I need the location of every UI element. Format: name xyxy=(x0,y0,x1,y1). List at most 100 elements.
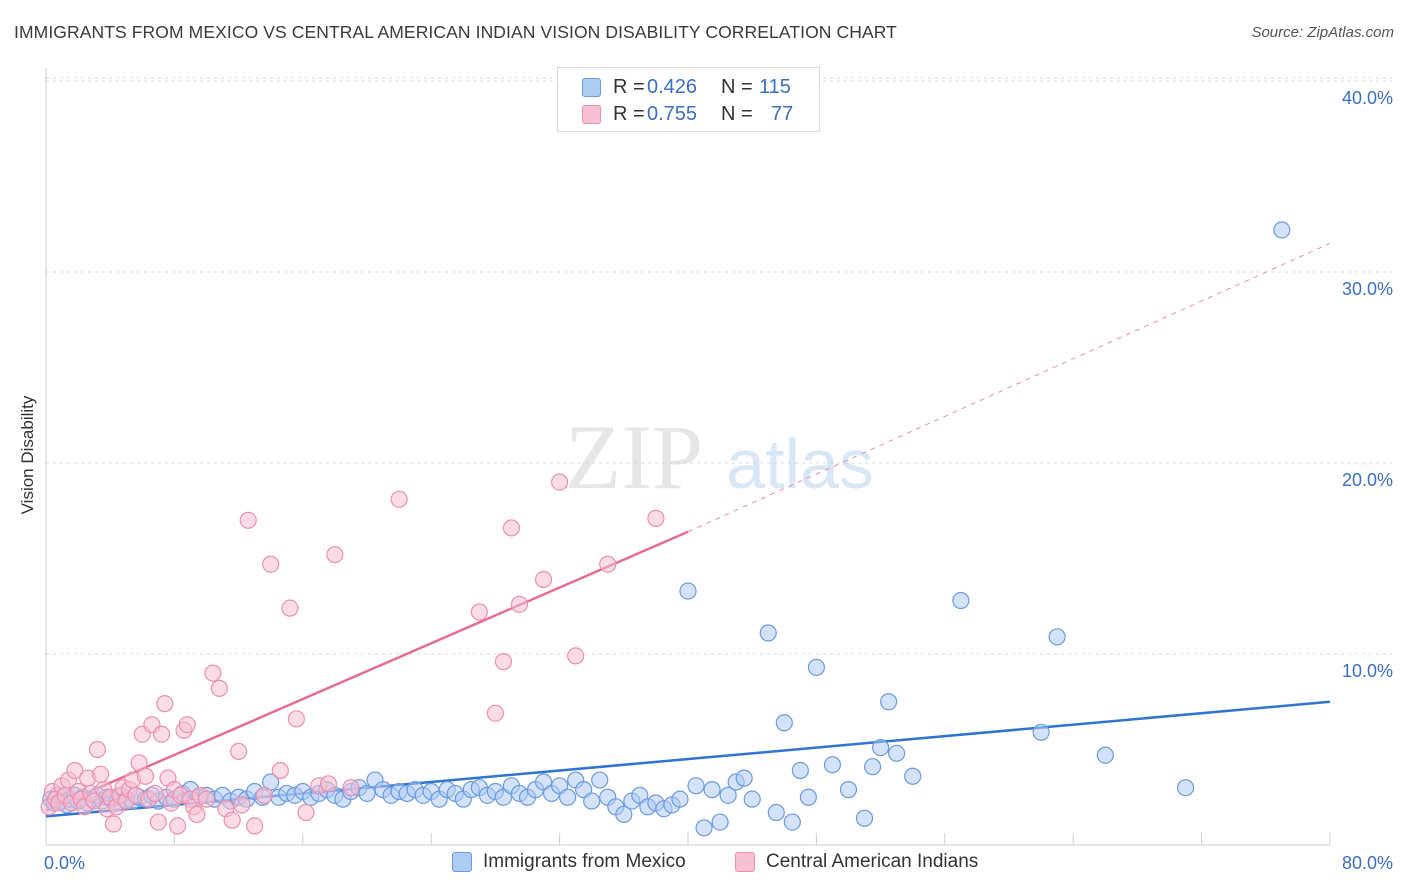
data-point-mexico xyxy=(807,658,826,676)
y-tick-label: 20.0% xyxy=(1342,470,1393,490)
legend-row-pink: R = 0.755 N = 77 xyxy=(582,101,793,127)
series-immigrants-from-mexico xyxy=(42,221,1291,837)
data-point-central-american-indian xyxy=(271,761,289,780)
watermark-zip: ZIP xyxy=(565,406,703,508)
data-point-central-american-indian xyxy=(494,653,513,671)
correlation-legend: R = 0.426 N = 115 R = 0.755 N = 77 xyxy=(557,67,820,132)
data-point-central-american-indian xyxy=(104,815,123,833)
legend-n-label: N = xyxy=(721,102,753,125)
data-point-mexico xyxy=(1032,723,1050,741)
data-point-mexico xyxy=(703,781,721,799)
data-point-mexico xyxy=(735,769,753,787)
grid-lines xyxy=(46,77,1392,655)
bottom-legend-swatch-pink xyxy=(735,852,755,872)
data-point-central-american-indian xyxy=(567,647,585,665)
legend-row-blue: R = 0.426 N = 115 xyxy=(582,74,791,100)
data-point-mexico xyxy=(952,591,970,610)
data-point-mexico xyxy=(880,693,898,711)
data-point-mexico xyxy=(1273,221,1291,239)
data-point-mexico xyxy=(615,805,633,824)
y-tick-label: 10.0% xyxy=(1342,661,1393,681)
data-point-mexico xyxy=(775,714,793,732)
legend-swatch-blue xyxy=(582,77,601,97)
data-point-central-american-indian xyxy=(210,679,228,697)
data-point-central-american-indian xyxy=(136,767,155,785)
trend-lines xyxy=(45,242,1331,818)
data-point-central-american-indian xyxy=(486,704,504,722)
data-point-mexico xyxy=(711,813,729,831)
data-point-central-american-indian xyxy=(246,817,264,835)
legend-n-value: 115 xyxy=(759,75,791,98)
legend-r-value: 0.755 xyxy=(647,102,698,125)
x-tick-label: 80.0% xyxy=(1342,853,1393,873)
data-point-central-american-indian xyxy=(178,716,196,734)
data-point-mexico xyxy=(855,809,874,827)
data-point-central-american-indian xyxy=(326,546,344,564)
data-point-central-american-indian xyxy=(230,742,248,761)
data-point-central-american-indian xyxy=(169,817,187,835)
data-point-central-american-indian xyxy=(262,555,280,573)
data-point-mexico xyxy=(695,819,713,837)
data-point-mexico xyxy=(783,813,801,831)
data-point-mexico xyxy=(719,786,737,804)
data-point-central-american-indian xyxy=(502,519,521,537)
data-point-central-american-indian xyxy=(510,595,529,613)
trend-line-extension-central-american-indians xyxy=(687,242,1331,533)
data-point-mexico xyxy=(671,790,689,808)
tick-labels: 10.0% 20.0% 30.0% 40.0% 0.0% 80.0% xyxy=(44,88,1393,873)
legend-swatch-pink xyxy=(582,104,601,124)
bottom-legend-label-pink: Central American Indians xyxy=(766,851,979,872)
data-point-mexico xyxy=(863,758,882,776)
data-point-central-american-indian xyxy=(319,775,338,793)
legend-r-value: 0.426 xyxy=(647,75,698,98)
data-point-central-american-indian xyxy=(146,784,164,803)
data-point-mexico xyxy=(888,744,906,762)
data-point-mexico xyxy=(591,771,609,789)
data-point-mexico xyxy=(904,767,922,785)
data-point-mexico xyxy=(358,784,376,803)
x-tick-label: 0.0% xyxy=(44,853,85,873)
data-point-central-american-indian xyxy=(66,761,84,780)
watermark: ZIP atlas xyxy=(565,406,874,508)
data-point-mexico xyxy=(871,738,890,757)
data-point-mexico xyxy=(679,582,697,600)
data-point-central-american-indian xyxy=(599,555,617,573)
data-point-central-american-indian xyxy=(204,664,222,682)
data-point-central-american-indian xyxy=(281,599,299,617)
bottom-legend-pink: Central American Indians xyxy=(735,851,978,873)
data-point-central-american-indian xyxy=(550,473,569,491)
data-point-central-american-indian xyxy=(152,725,171,743)
legend-n-label: N = xyxy=(721,75,753,98)
data-point-central-american-indian xyxy=(88,740,106,759)
data-point-central-american-indian xyxy=(233,796,251,814)
data-point-central-american-indian xyxy=(342,779,360,797)
data-point-mexico xyxy=(759,624,777,642)
data-point-central-american-indian xyxy=(255,786,273,804)
data-point-mexico xyxy=(839,781,858,799)
data-point-mexico xyxy=(559,788,577,806)
data-point-mexico xyxy=(1048,628,1066,646)
data-point-central-american-indian xyxy=(297,803,315,822)
data-point-mexico xyxy=(1096,746,1114,764)
data-point-mexico xyxy=(583,792,601,810)
trend-line-central-american-indians xyxy=(45,530,689,812)
legend-n-value: 77 xyxy=(771,102,794,125)
bottom-legend-swatch-blue xyxy=(452,852,472,872)
series-central-american-indians xyxy=(40,473,665,835)
data-point-central-american-indian xyxy=(534,570,553,589)
data-point-central-american-indian xyxy=(156,695,174,713)
watermark-atlas: atlas xyxy=(726,425,874,503)
data-point-central-american-indian xyxy=(647,509,665,527)
data-point-mexico xyxy=(767,803,785,822)
legend-r-label: R = xyxy=(613,75,645,98)
data-point-mexico xyxy=(1176,779,1195,797)
y-tick-label: 30.0% xyxy=(1342,279,1393,299)
data-point-mexico xyxy=(687,777,705,795)
legend-r-label: R = xyxy=(613,102,645,125)
y-axis-label: Vision Disability xyxy=(18,395,37,515)
data-point-central-american-indian xyxy=(390,490,408,508)
data-point-mexico xyxy=(823,756,842,774)
y-tick-label: 40.0% xyxy=(1342,88,1393,108)
axes xyxy=(45,68,1331,846)
